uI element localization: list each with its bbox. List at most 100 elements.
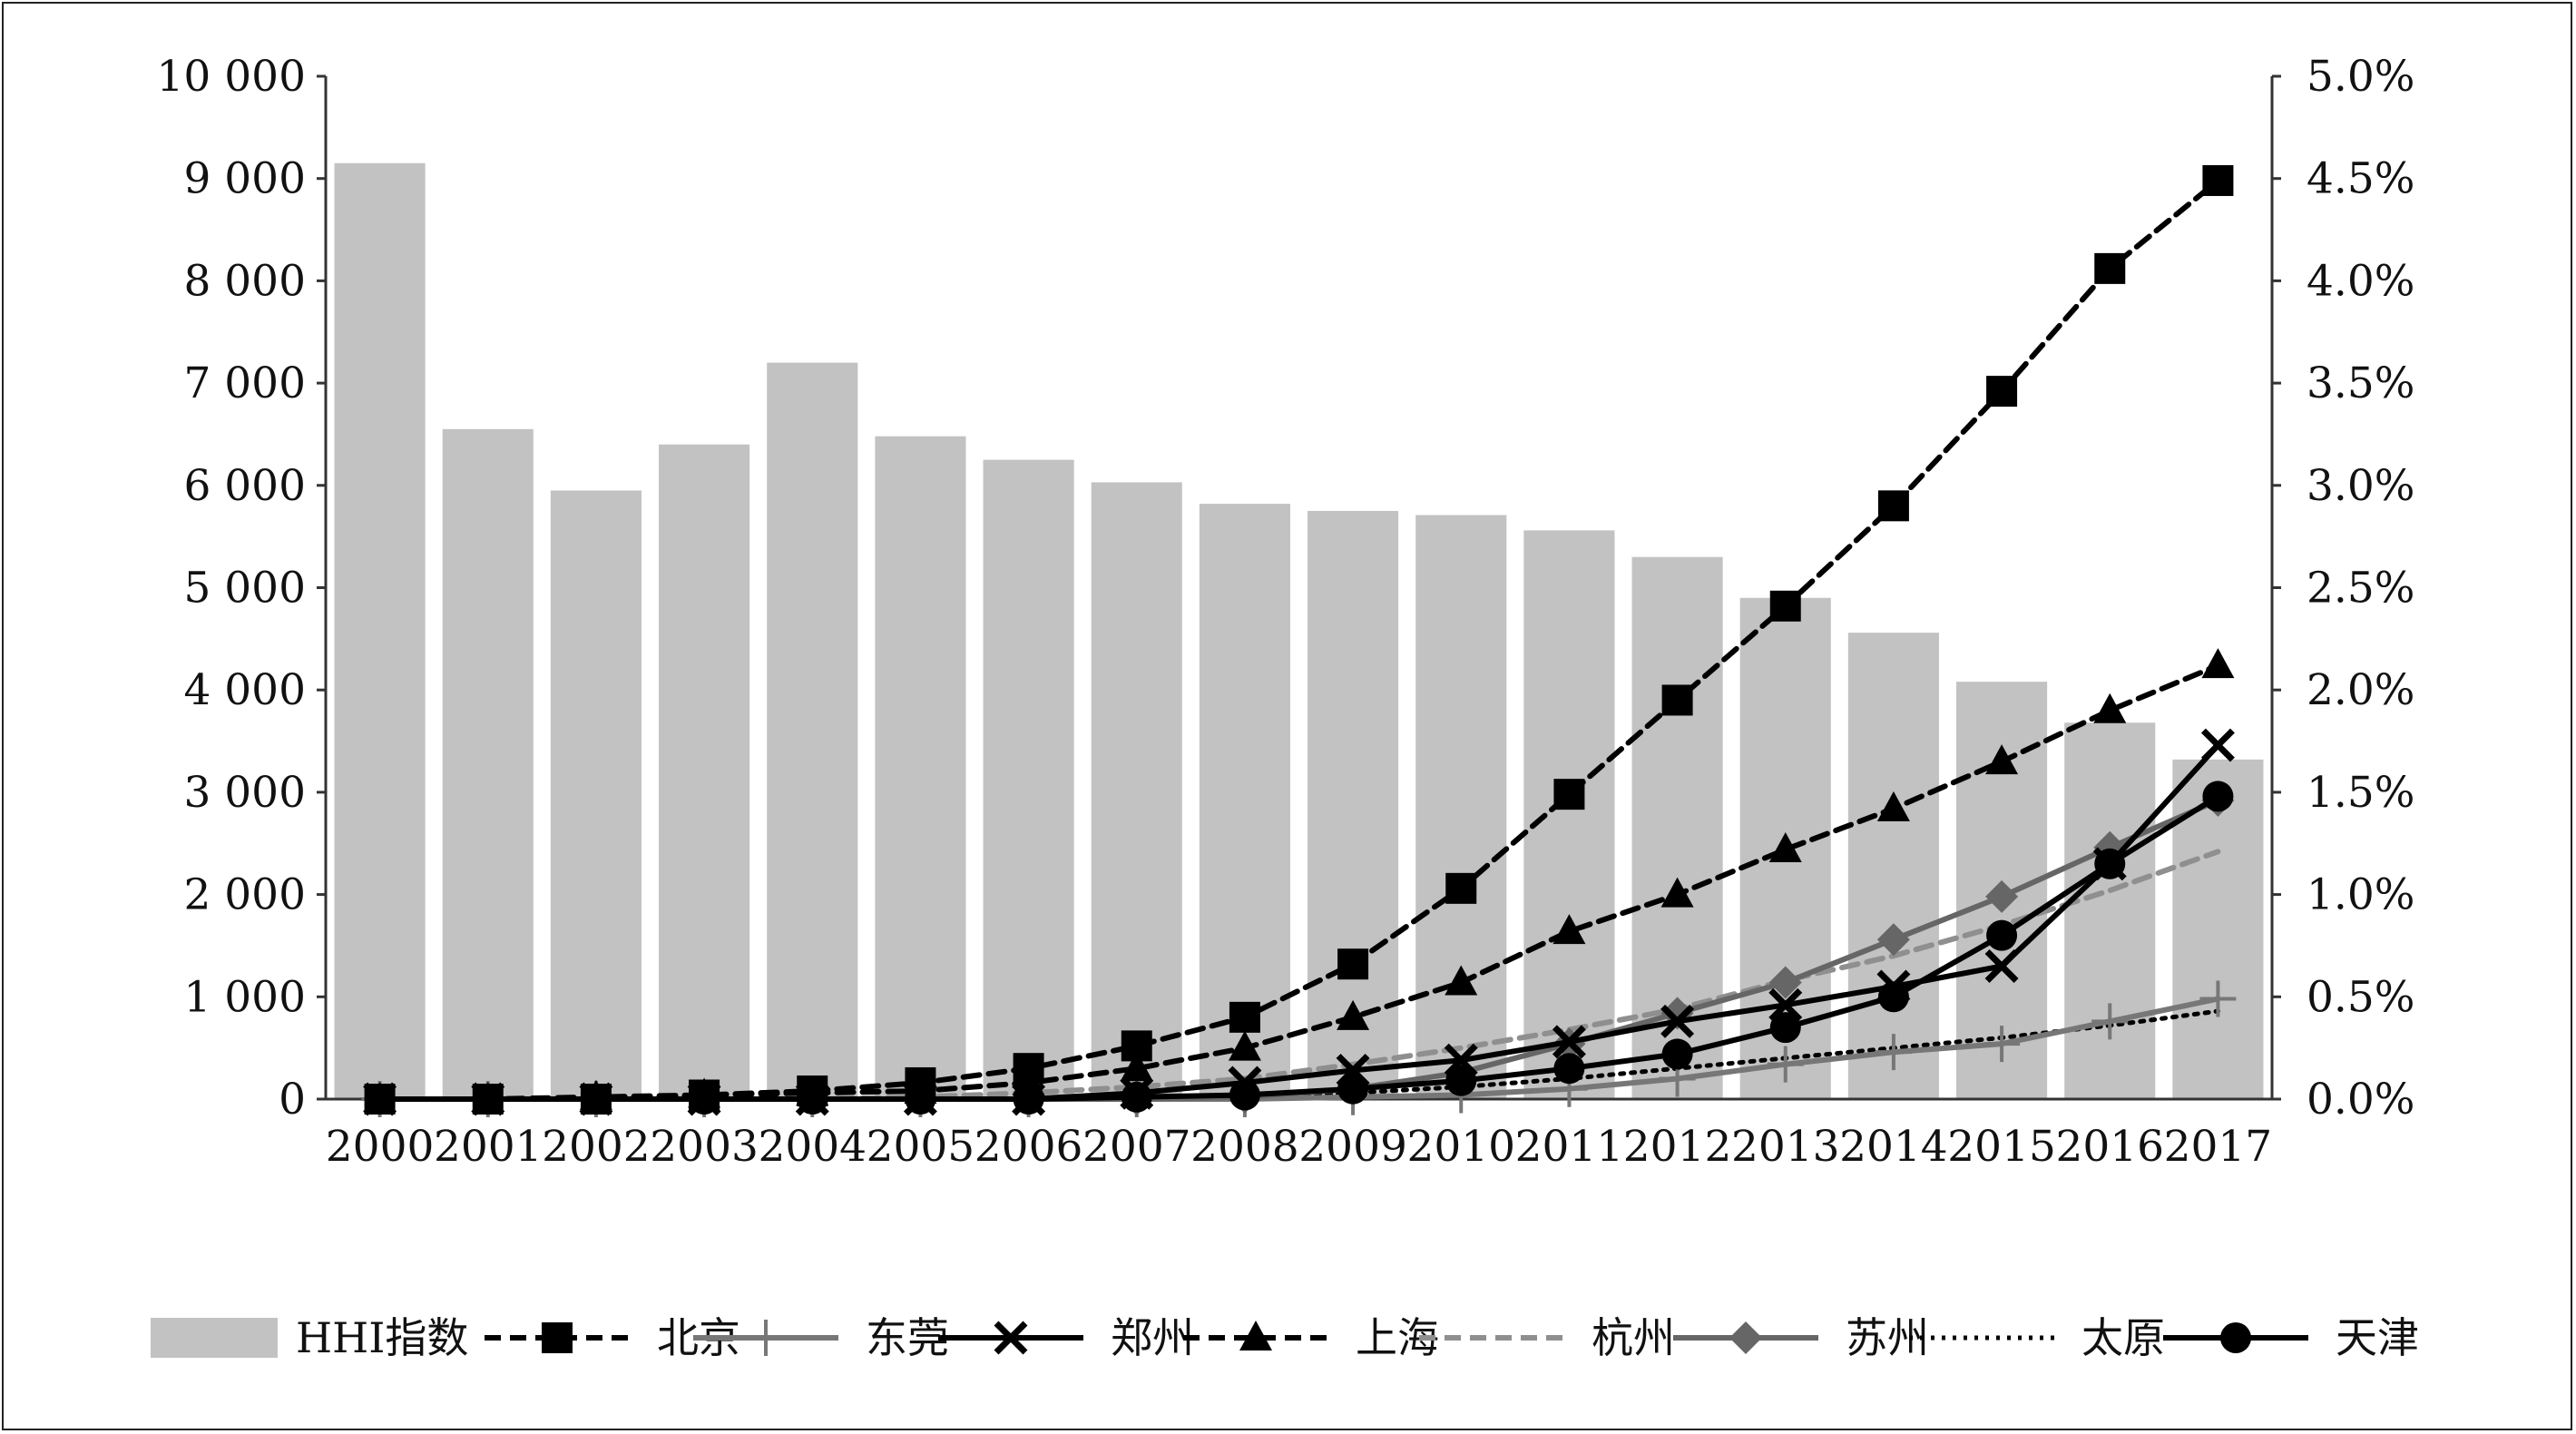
- point-天津-2017: [2202, 781, 2234, 812]
- legend-label: 天津: [2336, 1313, 2419, 1362]
- right-tick-label: 3.5%: [2307, 358, 2414, 408]
- point-北京-2004: [797, 1075, 828, 1106]
- point-北京-2009: [1337, 948, 1369, 980]
- right-tick-label: 0.0%: [2307, 1075, 2414, 1125]
- point-天津-2010: [1445, 1065, 1477, 1096]
- series-上海: [363, 648, 2235, 1112]
- line-上海: [377, 663, 2221, 1102]
- legend-label: 太原: [2081, 1313, 2165, 1362]
- point-北京-2017: [2202, 164, 2234, 196]
- bar-hhi-2007: [1091, 482, 1182, 1099]
- left-tick-label: 6 000: [183, 461, 306, 511]
- lines-layer: [361, 164, 2237, 1117]
- point-上海-2011: [1552, 914, 1586, 945]
- point-北京-2016: [2094, 252, 2126, 284]
- x-tick-label: 2002: [542, 1122, 651, 1172]
- legend-label: 苏州: [1846, 1313, 1929, 1362]
- right-tick-label: 1.0%: [2307, 870, 2414, 920]
- right-tick-label: 4.5%: [2307, 154, 2414, 204]
- bar-hhi-2005: [875, 436, 966, 1100]
- x-tick-label: 2009: [1298, 1122, 1407, 1172]
- point-郑州-2015: [1984, 949, 2019, 983]
- point-北京-2011: [1553, 779, 1585, 810]
- line-天津: [377, 793, 2221, 1102]
- x-tick-label: 2012: [1623, 1122, 1732, 1172]
- x-tick-label: 2014: [1839, 1122, 1948, 1172]
- left-tick-label: 3 000: [183, 768, 306, 818]
- point-天津-2006: [1013, 1084, 1044, 1115]
- legend-marker: [1239, 1321, 1272, 1351]
- line-东莞: [377, 996, 2221, 1102]
- left-tick-label: 10 000: [157, 52, 306, 102]
- left-tick-label: 5 000: [183, 564, 306, 614]
- legend-marker: [994, 1321, 1028, 1355]
- point-北京-2003: [689, 1079, 720, 1111]
- bar-hhi-2004: [767, 362, 858, 1099]
- x-tick-label: 2016: [2055, 1122, 2164, 1172]
- x-tick-label: 2005: [867, 1122, 975, 1172]
- legend-item-东莞: 东莞: [693, 1313, 949, 1362]
- point-郑州-2013: [1768, 987, 1803, 1022]
- point-北京-2014: [1877, 490, 1909, 522]
- point-北京-2006: [1013, 1053, 1044, 1085]
- x-tick-label: 2001: [434, 1122, 543, 1172]
- point-上海-2013: [1768, 832, 1802, 863]
- legend-item-天津: 天津: [2163, 1313, 2419, 1362]
- point-上海-2014: [1876, 791, 1910, 821]
- point-天津-2009: [1337, 1073, 1369, 1105]
- line-北京: [377, 178, 2221, 1102]
- legend-item-杭州: 杭州: [1419, 1313, 1675, 1362]
- bar-hhi-2016: [2064, 722, 2156, 1099]
- right-tick-label: 2.0%: [2307, 665, 2414, 715]
- line-苏州: [377, 797, 2221, 1102]
- bar-hhi-2003: [659, 444, 750, 1100]
- legend-marker: [748, 1320, 784, 1356]
- left-tick-label: 4 000: [183, 665, 306, 715]
- legend-marker: [1729, 1321, 1762, 1354]
- right-tick-label: 4.0%: [2307, 256, 2414, 306]
- x-tick-label: 2015: [1947, 1122, 2056, 1172]
- point-上海-2012: [1660, 877, 1694, 908]
- x-tick-label: 2008: [1190, 1122, 1299, 1172]
- point-北京-2007: [1121, 1030, 1152, 1062]
- point-天津-2012: [1661, 1038, 1693, 1070]
- point-苏州-2014: [1876, 923, 1910, 957]
- point-天津-2011: [1553, 1053, 1585, 1085]
- legend-item-HHI指数: HHI指数: [151, 1313, 468, 1362]
- x-tick-label: 2007: [1082, 1122, 1191, 1172]
- point-东莞-2014: [1875, 1034, 1912, 1071]
- right-tick-label: 2.5%: [2307, 564, 2414, 614]
- point-天津-2007: [1121, 1081, 1152, 1113]
- right-tick-label: 3.0%: [2307, 461, 2414, 511]
- point-北京-2008: [1229, 1001, 1260, 1033]
- point-天津-2008: [1229, 1079, 1260, 1111]
- x-tick-label: 2004: [758, 1122, 867, 1172]
- point-天津-2016: [2094, 848, 2126, 879]
- point-天津-2014: [1877, 981, 1909, 1013]
- point-天津-2013: [1769, 1012, 1801, 1044]
- bar-hhi-2011: [1523, 530, 1615, 1099]
- legend-item-上海: 上海: [1183, 1313, 1439, 1362]
- right-tick-label: 0.5%: [2307, 972, 2414, 1022]
- x-tick-label: 2003: [650, 1122, 759, 1172]
- series-天津: [364, 781, 2234, 1115]
- ticks-layer: 0 1 000 2 000 3 000 4 000 5 000 6 000 7 000 8 00…: [157, 52, 2415, 1172]
- point-郑州-2017: [2200, 728, 2235, 762]
- point-东莞-2013: [1767, 1046, 1804, 1083]
- point-苏州-2013: [1768, 966, 1802, 999]
- x-tick-label: 2017: [2164, 1122, 2273, 1172]
- bar-hhi-2002: [550, 490, 642, 1099]
- x-tick-label: 2011: [1515, 1122, 1624, 1172]
- point-上海-2010: [1445, 965, 1478, 996]
- series-太原: [377, 1008, 2220, 1102]
- series-苏州: [363, 783, 2235, 1115]
- legend-label: 杭州: [1592, 1313, 1675, 1362]
- x-tick-label: 2000: [326, 1122, 435, 1172]
- left-tick-label: 7 000: [183, 358, 306, 408]
- point-苏州-2015: [1985, 879, 2019, 913]
- legend-item-郑州: 郑州: [938, 1313, 1194, 1362]
- right-tick-label: 1.5%: [2307, 768, 2414, 818]
- point-上海-2015: [1985, 744, 2019, 775]
- legend-label: HHI指数: [296, 1313, 468, 1362]
- left-tick-label: 9 000: [183, 154, 306, 204]
